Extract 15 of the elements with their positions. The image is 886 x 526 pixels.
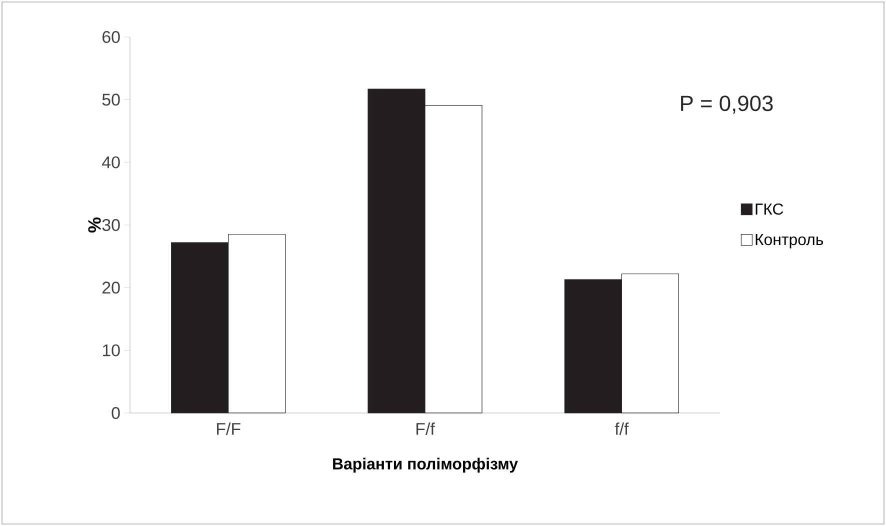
y-tick-label: 0	[112, 406, 120, 419]
x-tick-label: F/F	[217, 422, 240, 435]
legend-label: Контроль	[756, 234, 824, 248]
y-axis-title: %	[88, 217, 101, 233]
x-tick-label: F/f	[416, 422, 435, 435]
annotation: P = 0,903	[681, 96, 773, 114]
y-tick-label: 30	[102, 218, 120, 231]
x-axis-title: Варіанти поліморфізму	[333, 458, 518, 473]
y-tick-label: 10	[102, 344, 120, 356]
x-tick-label: f/f	[614, 422, 629, 435]
legend-label: ГКС	[756, 203, 784, 215]
y-tick-label: 20	[102, 282, 120, 294]
y-tick-label: 50	[102, 94, 120, 106]
y-tick-label: 40	[102, 156, 120, 168]
y-tick-label: 60	[102, 30, 120, 43]
